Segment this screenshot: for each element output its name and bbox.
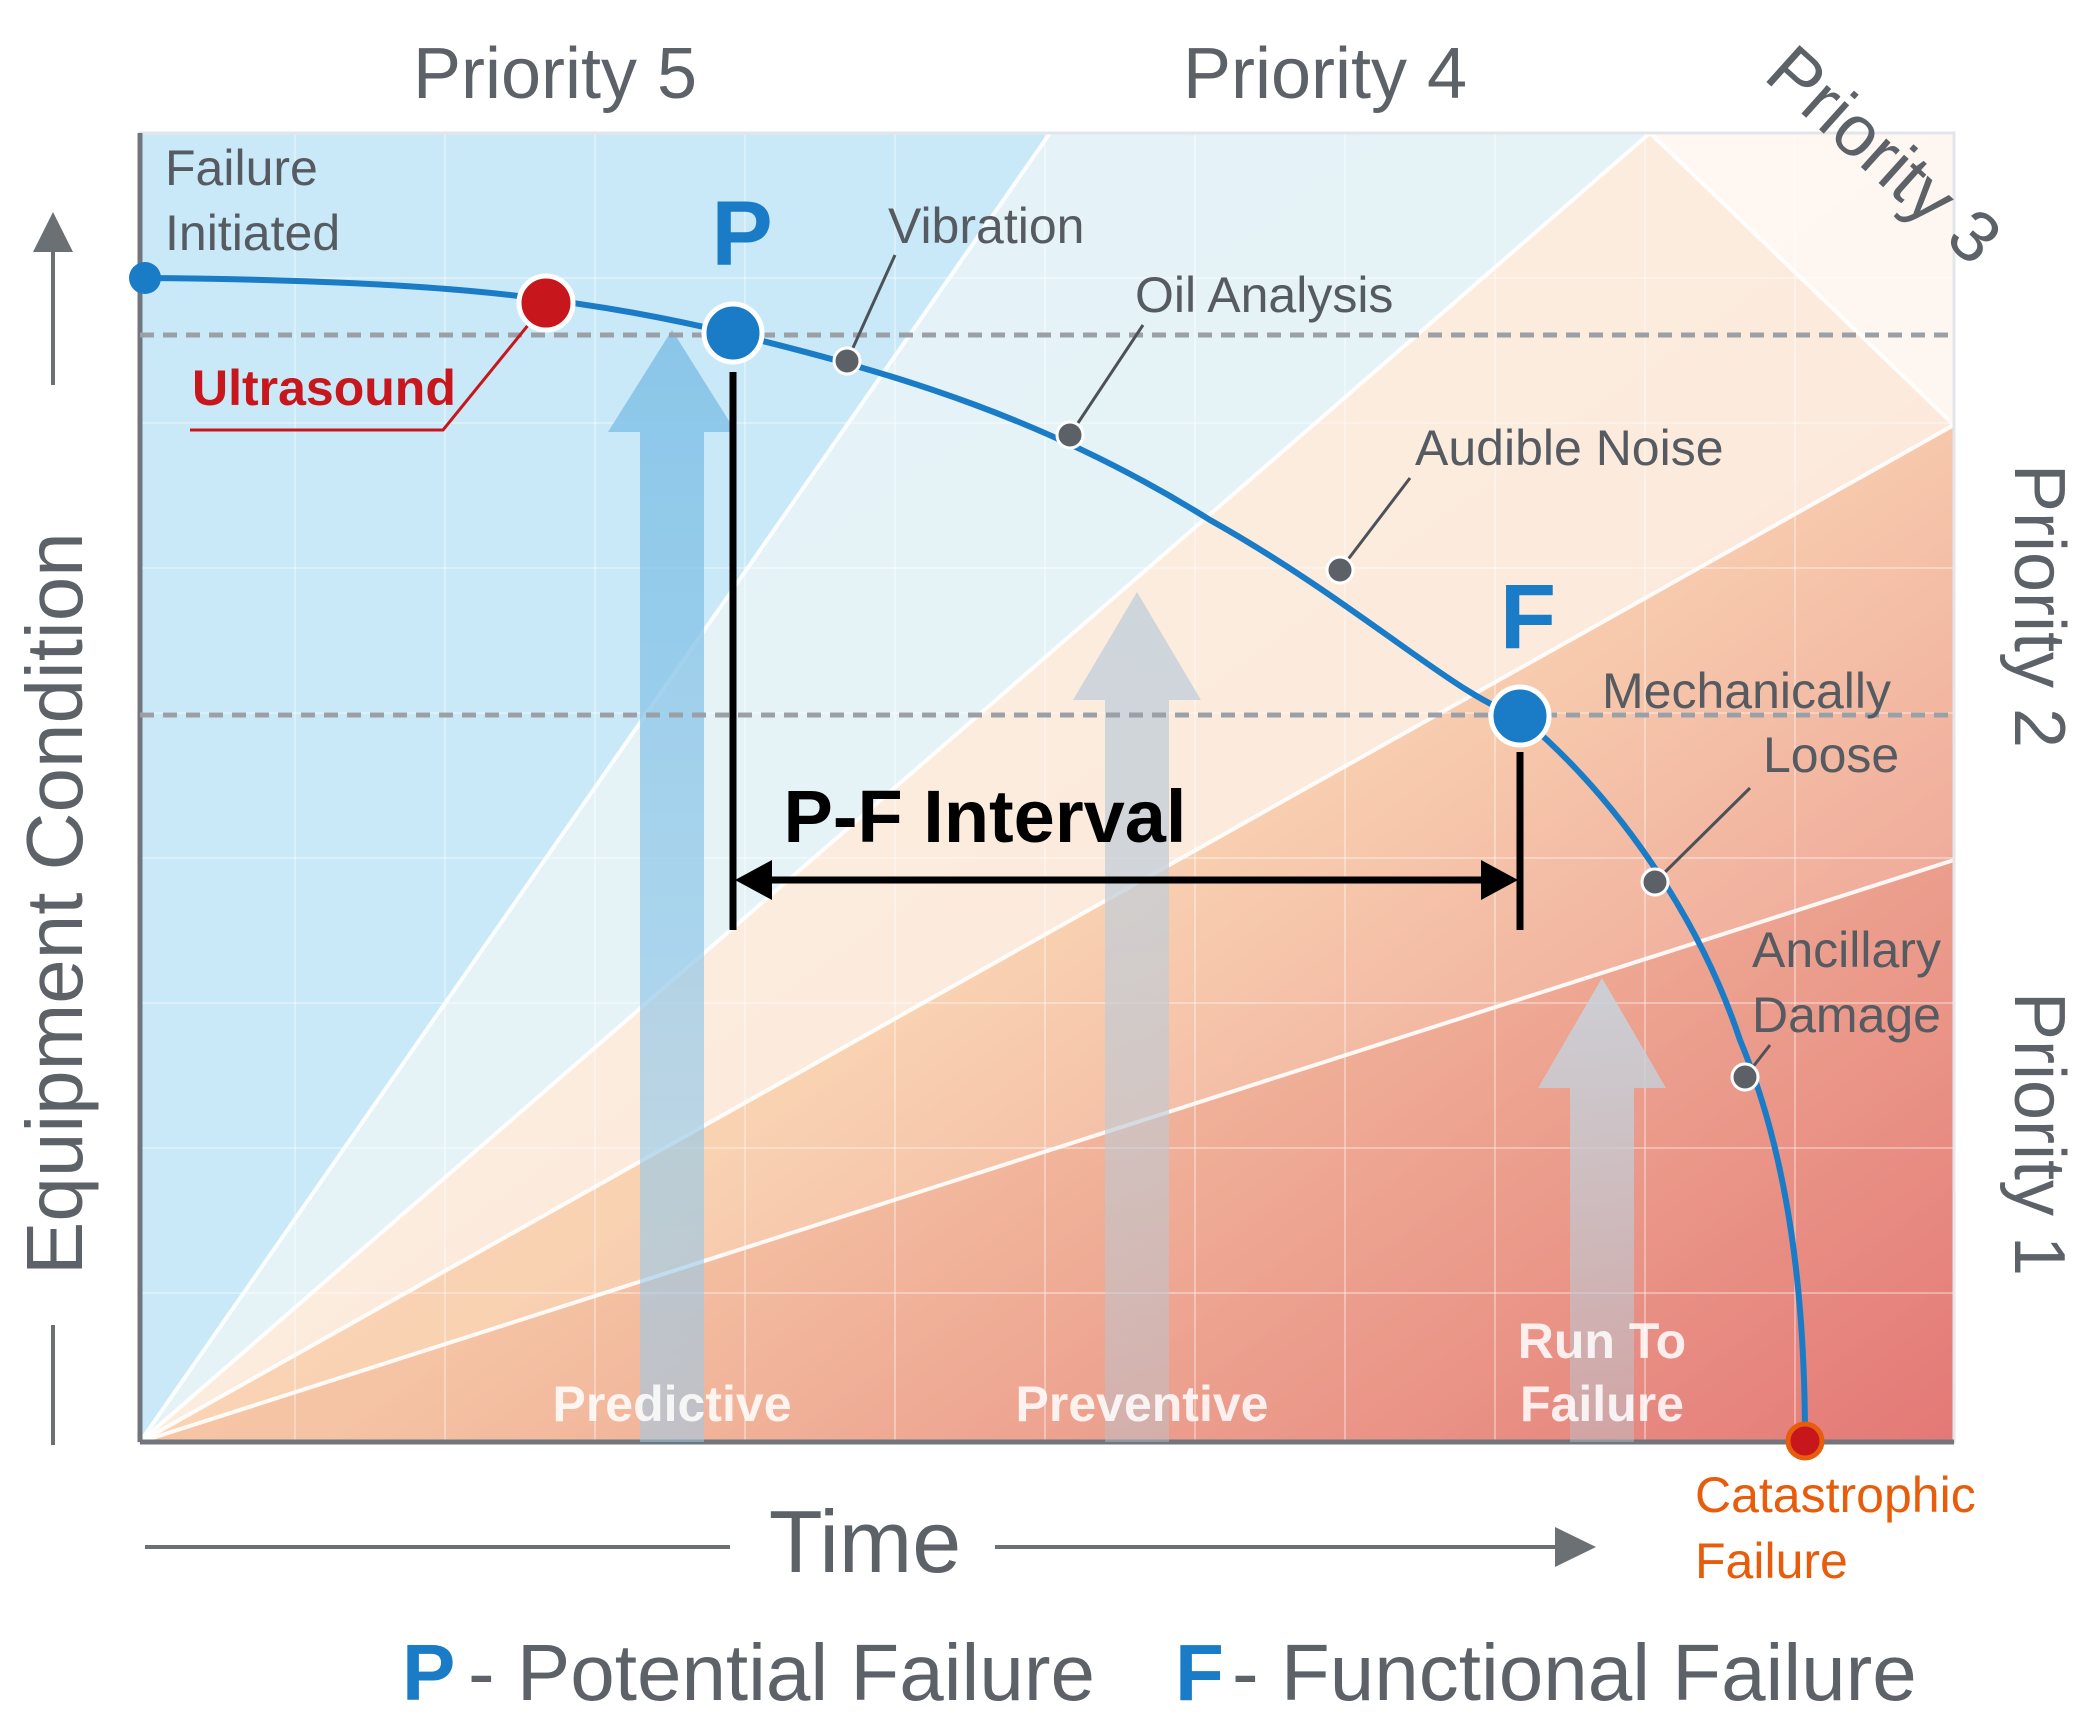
- run-to-failure-label-line2: Failure: [1520, 1376, 1684, 1432]
- y-axis-arrowhead: [33, 212, 73, 252]
- failure-initiated-dot: [129, 262, 161, 294]
- p-marker-label: P: [711, 183, 772, 285]
- predictive-label: Predictive: [552, 1376, 791, 1432]
- ultrasound-dot: [516, 273, 576, 333]
- x-axis-label: Time: [769, 1492, 961, 1591]
- run-to-failure-label-line1: Run To: [1518, 1313, 1686, 1369]
- legend-p-letter: P: [402, 1628, 455, 1717]
- oil-analysis-label: Oil Analysis: [1135, 267, 1393, 323]
- priority-4-label: Priority 4: [1183, 34, 1467, 114]
- p-dot: [701, 301, 765, 365]
- vibration-dot: [832, 346, 862, 376]
- predictive-arrow: [608, 330, 736, 1442]
- ancillary-damage-dot: [1730, 1062, 1760, 1092]
- x-axis-arrowhead: [1555, 1527, 1596, 1567]
- legend-f-letter: F: [1175, 1628, 1224, 1717]
- mechanically-loose-label-line1: Mechanically: [1602, 663, 1891, 719]
- pf-arrowhead-left: [735, 860, 772, 900]
- mechanically-loose-dot: [1640, 867, 1670, 897]
- priority-5-label: Priority 5: [413, 34, 697, 114]
- failure-initiated-label-line1: Failure: [165, 140, 318, 196]
- oil-analysis-dot: [1055, 420, 1085, 450]
- leader-lines: [845, 254, 1772, 1078]
- priority-2-label: Priority 2: [1999, 464, 2079, 748]
- legend-f-text: - Functional Failure: [1232, 1628, 1917, 1717]
- priority-1-label: Priority 1: [1999, 992, 2079, 1276]
- ancillary-damage-label-line1: Ancillary: [1752, 922, 1941, 978]
- ultrasound-leader: [190, 302, 548, 432]
- audible-noise-label: Audible Noise: [1415, 420, 1724, 476]
- pf-arrowhead-right: [1481, 860, 1518, 900]
- run-to-failure-arrow: [1538, 978, 1666, 1442]
- audible-noise-dot: [1325, 555, 1355, 585]
- preventive-label: Preventive: [1016, 1376, 1269, 1432]
- band-priority-3: [140, 133, 1954, 1442]
- vibration-label: Vibration: [888, 198, 1084, 254]
- failure-initiated-label-line2: Initiated: [165, 205, 340, 261]
- pf-interval-label: P-F Interval: [784, 775, 1187, 858]
- f-dot: [1488, 684, 1552, 748]
- legend: P - Potential Failure F - Functional Fai…: [402, 1628, 1917, 1717]
- mechanically-loose-label-line2: Loose: [1763, 727, 1899, 783]
- catastrophic-failure-dot: [1785, 1421, 1825, 1461]
- catastrophic-failure-label-line1: Catastrophic: [1695, 1467, 1976, 1523]
- priority-boundaries: [138, 131, 1956, 1444]
- ultrasound-label: Ultrasound: [192, 360, 456, 416]
- preventive-arrow: [1073, 592, 1201, 1442]
- f-marker-label: F: [1500, 566, 1556, 668]
- catastrophic-failure-label-line2: Failure: [1695, 1533, 1848, 1589]
- ancillary-damage-label-line2: Damage: [1752, 987, 1941, 1043]
- pf-interval-bracket: [729, 372, 1524, 930]
- legend-p-text: - Potential Failure: [468, 1628, 1095, 1717]
- y-axis-label: Equipment Condition: [10, 532, 99, 1275]
